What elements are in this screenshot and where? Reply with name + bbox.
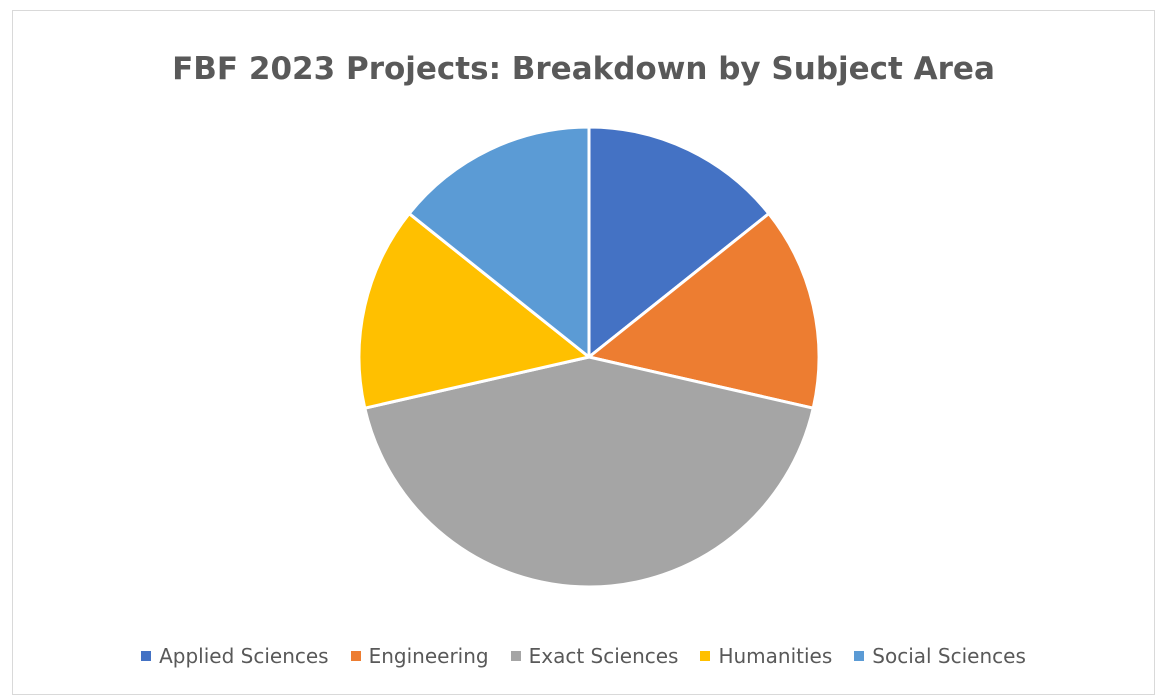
chart-area: FBF 2023 Projects: Breakdown by Subject … xyxy=(12,10,1155,695)
legend-label-exact-sciences: Exact Sciences xyxy=(528,644,679,668)
legend-label-engineering: Engineering xyxy=(368,644,489,668)
legend-item-applied-sciences[interactable]: Applied Sciences xyxy=(141,644,329,668)
legend-label-humanities: Humanities xyxy=(718,644,833,668)
legend-item-engineering[interactable]: Engineering xyxy=(350,644,489,668)
pie-slice-exact-sciences[interactable] xyxy=(363,355,815,589)
pie-slice-engineering[interactable] xyxy=(587,212,821,410)
legend-item-social-sciences[interactable]: Social Sciences xyxy=(854,644,1026,668)
legend-swatch-exact-sciences xyxy=(510,651,521,661)
pie-slice-applied-sciences[interactable] xyxy=(587,125,771,359)
legend: Applied Sciences Engineering Exact Scien… xyxy=(13,644,1154,668)
pie-slice-social-sciences[interactable] xyxy=(407,125,591,359)
legend-swatch-humanities xyxy=(700,651,711,661)
legend-swatch-applied-sciences xyxy=(141,651,152,661)
legend-item-humanities[interactable]: Humanities xyxy=(700,644,832,668)
pie-slice-humanities[interactable] xyxy=(357,212,591,410)
legend-swatch-social-sciences xyxy=(854,651,865,661)
pie-slices xyxy=(357,125,821,589)
pie-chart xyxy=(357,125,821,589)
legend-label-social-sciences: Social Sciences xyxy=(872,644,1026,668)
legend-item-exact-sciences[interactable]: Exact Sciences xyxy=(510,644,679,668)
legend-label-applied-sciences: Applied Sciences xyxy=(159,644,329,668)
legend-swatch-engineering xyxy=(350,651,361,661)
chart-title: FBF 2023 Projects: Breakdown by Subject … xyxy=(172,51,995,87)
